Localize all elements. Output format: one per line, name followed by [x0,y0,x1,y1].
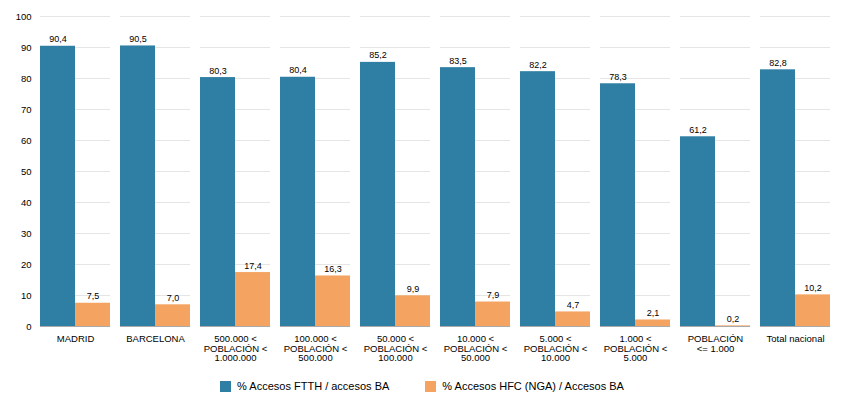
svg-text:50: 50 [21,166,32,177]
svg-text:20: 20 [21,259,32,270]
html-text:% Accesos FTTH / accesos BA: % Accesos FTTH / accesos BA [237,380,390,392]
svg-text:Total nacional: Total nacional [766,333,824,344]
svg-text:80,3: 80,3 [209,66,227,76]
svg-text:0,2: 0,2 [727,314,740,324]
svg-text:61,2: 61,2 [689,125,707,135]
svg-text:70: 70 [21,104,32,115]
svg-text:90: 90 [21,42,32,53]
svg-text:4,7: 4,7 [567,300,580,310]
svg-text:16,3: 16,3 [324,264,342,274]
svg-text:83,5: 83,5 [449,56,467,66]
svg-text:9,9: 9,9 [407,284,420,294]
svg-text:30: 30 [21,228,32,239]
svg-text:17,4: 17,4 [244,261,262,271]
svg-text:82,2: 82,2 [529,60,547,70]
svg-text:7,9: 7,9 [487,290,500,300]
svg-text:10: 10 [21,290,32,301]
svg-text:7,0: 7,0 [167,293,180,303]
svg-text:100: 100 [16,11,32,22]
svg-text:60: 60 [21,135,32,146]
svg-text:90,5: 90,5 [129,34,147,44]
svg-text:POBLACIÓN<= 1.000: POBLACIÓN<= 1.000 [688,333,744,354]
svg-text:78,3: 78,3 [609,72,627,82]
svg-text:1.000 <POBLACIÓN <5.000: 1.000 <POBLACIÓN <5.000 [604,333,668,363]
svg-text:10.000 <POBLACIÓN <50.000: 10.000 <POBLACIÓN <50.000 [444,333,508,363]
svg-text:500.000 <POBLACIÓN <1.000.000: 500.000 <POBLACIÓN <1.000.000 [204,333,268,363]
svg-text:85,2: 85,2 [369,50,387,60]
svg-text:90,4: 90,4 [49,34,67,44]
svg-text:BARCELONA: BARCELONA [126,333,185,344]
svg-text:7,5: 7,5 [87,291,100,301]
html-text:% Accesos HFC (NGA) / Accesos: % Accesos HFC (NGA) / Accesos BA [442,380,624,392]
svg-text:80: 80 [21,73,32,84]
svg-text:2,1: 2,1 [647,308,660,318]
svg-text:5.000 <POBLACIÓN <10.000: 5.000 <POBLACIÓN <10.000 [524,333,588,363]
svg-text:50.000 <POBLACIÓN <100.000: 50.000 <POBLACIÓN <100.000 [364,333,428,363]
svg-text:10,2: 10,2 [804,283,822,293]
svg-text:82,8: 82,8 [769,58,787,68]
svg-text:0: 0 [26,321,31,332]
svg-text:80,4: 80,4 [289,65,307,75]
svg-text:40: 40 [21,197,32,208]
svg-text:MADRID: MADRID [57,333,95,344]
svg-text:100.000 <POBLACIÓN <500.000: 100.000 <POBLACIÓN <500.000 [284,333,348,363]
